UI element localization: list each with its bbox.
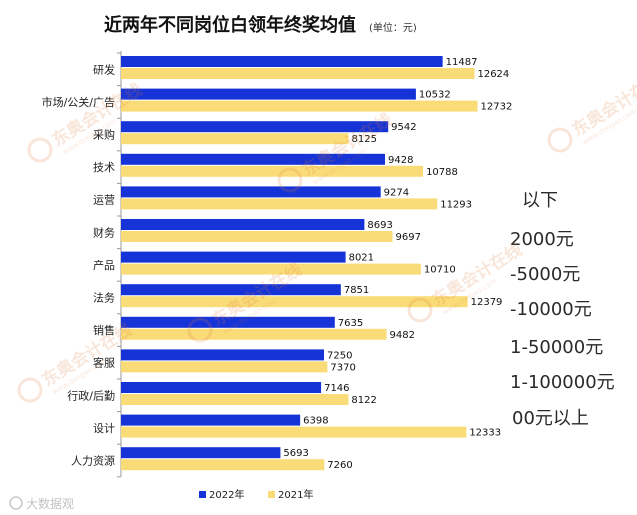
bar-2021 — [121, 459, 325, 471]
bar-2021 — [121, 361, 328, 373]
bar-2022 — [121, 186, 381, 198]
data-label-2022: 10532 — [419, 90, 451, 101]
data-label-2021: 8122 — [351, 395, 376, 406]
source-text: 大数据观 — [26, 496, 74, 511]
source-credit: 大数据观 — [9, 496, 74, 511]
watermark-logo-icon — [407, 297, 433, 323]
bar-2021 — [121, 296, 468, 308]
data-label-2021: 7370 — [330, 362, 355, 373]
data-label-2021: 7260 — [327, 460, 352, 471]
bar-2021 — [121, 100, 478, 112]
category-label: 研发 — [93, 62, 115, 76]
background-text-fragment: 以下 — [522, 190, 558, 211]
bar-2021 — [121, 133, 349, 145]
bar-2021 — [121, 165, 424, 177]
bar-2021 — [121, 328, 387, 340]
data-label-2022: 7146 — [324, 383, 349, 394]
category-label: 市场/公关/广告 — [42, 95, 115, 109]
bar-2022 — [121, 56, 443, 67]
background-text-fragment: -10000元 — [510, 299, 592, 320]
legend-label-2022: 2022年 — [209, 488, 244, 501]
data-label-2021: 12379 — [471, 297, 503, 308]
watermark-logo-icon — [547, 127, 573, 153]
category-label: 财务 — [93, 225, 115, 239]
legend-swatch-2022 — [199, 491, 206, 498]
bar-2022 — [121, 153, 385, 165]
data-label-2022: 9428 — [388, 155, 413, 166]
data-label-2022: 9274 — [384, 187, 409, 198]
bar-2022 — [121, 219, 365, 230]
bar-2022 — [121, 284, 341, 296]
background-layer: 以下 2000元 -5000元 -10000元 1-50000元 1-100000元 00元… — [510, 190, 615, 429]
category-label: 客服 — [93, 356, 115, 370]
data-label-2022: 6398 — [303, 416, 328, 427]
data-label-2021: 12732 — [481, 102, 513, 113]
watermark-logo-icon — [27, 137, 53, 163]
data-label-2021: 12333 — [469, 428, 501, 439]
source-logo-icon — [9, 496, 23, 510]
background-text-fragment: 00元以上 — [512, 408, 589, 429]
background-text-fragment: 1-100000元 — [510, 372, 615, 393]
data-label-2021: 12624 — [477, 69, 509, 80]
watermark-logo-icon — [17, 377, 43, 403]
category-label: 人力资源 — [71, 454, 115, 468]
bar-2021 — [121, 426, 467, 438]
chart-subtitle: (单位：元) — [369, 21, 417, 34]
data-label-2021: 9482 — [389, 330, 414, 341]
chart-title: 近两年不同岗位白领年终奖均值 — [104, 14, 356, 36]
data-label-2022: 7635 — [338, 318, 363, 329]
category-label: 采购 — [93, 128, 115, 142]
watermark-logo-icon — [277, 167, 303, 193]
bar-2022 — [121, 349, 325, 361]
category-label: 行政/后勤 — [67, 388, 115, 402]
background-text-fragment: 2000元 — [510, 229, 574, 250]
bar-2022 — [121, 382, 322, 393]
data-label-2022: 11487 — [446, 57, 478, 68]
bar-2021 — [121, 68, 475, 79]
category-label: 销售 — [93, 323, 115, 337]
bar-2022 — [121, 251, 346, 263]
bar-2021 — [121, 394, 349, 405]
category-label: 运营 — [93, 193, 115, 207]
bar-2022 — [121, 316, 335, 328]
watermark-logo-icon — [187, 317, 213, 343]
category-label: 技术 — [93, 161, 115, 174]
bar-2021 — [121, 231, 393, 242]
background-text-fragment: 1-50000元 — [510, 337, 603, 358]
category-label: 设计 — [93, 422, 115, 435]
data-label-2022: 5693 — [283, 448, 308, 459]
data-label-2021: 11293 — [440, 199, 472, 210]
bar-2021 — [121, 263, 421, 275]
bar-2022 — [121, 447, 281, 459]
bar-2021 — [121, 198, 438, 210]
data-label-2022: 8693 — [367, 220, 392, 231]
bar-2022 — [121, 121, 389, 133]
data-label-2022: 8021 — [349, 253, 374, 264]
data-label-2022: 7851 — [344, 285, 369, 296]
legend-label-2021: 2021年 — [278, 488, 313, 501]
data-label-2022: 7250 — [327, 350, 352, 361]
data-label-2022: 9542 — [391, 122, 416, 133]
data-label-2021: 8125 — [352, 134, 377, 145]
data-label-2021: 10710 — [424, 265, 456, 276]
data-label-2021: 10788 — [426, 167, 458, 178]
category-label: 产品 — [93, 258, 115, 272]
bar-2022 — [121, 414, 301, 426]
data-label-2021: 9697 — [396, 232, 421, 243]
background-text-fragment: -5000元 — [510, 264, 580, 285]
category-label: 法务 — [93, 291, 115, 305]
legend-swatch-2021 — [268, 491, 275, 498]
bar-2022 — [121, 88, 416, 100]
